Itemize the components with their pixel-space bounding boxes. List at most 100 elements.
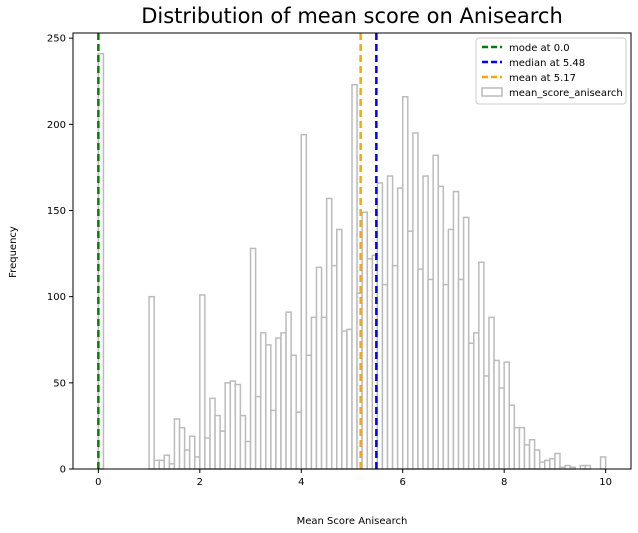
histogram-bar [473,332,480,470]
histogram-bar [209,397,216,470]
histogram-bar [498,387,505,470]
histogram-bar [153,459,160,470]
reference-lines [97,33,378,469]
histogram-bar [275,337,282,470]
histogram-bar [265,344,272,470]
legend-box [475,37,627,105]
histogram-bar [204,437,211,470]
legend-median-label: median at 5.48 [509,58,585,69]
histogram-bar [173,418,181,470]
histogram-bar [305,354,313,470]
histogram-bar [361,211,368,470]
histogram-bar [478,261,485,470]
y-tick-label: 0 [60,465,66,476]
histogram-bar [295,411,303,470]
legend-mean-label: mean at 5.17 [509,73,576,84]
histogram-bar [417,268,424,470]
axes-frame [72,32,632,470]
histogram-bar [386,175,394,470]
histogram-bar [442,283,450,470]
histogram-bar [584,464,592,470]
histogram-bar [503,361,510,470]
histogram-bar [214,414,221,470]
histogram-bar [523,444,531,470]
histogram-bar [300,133,308,470]
chart-title: Distribution of mean score on Anisearch [141,4,563,28]
histogram-bar [528,438,536,470]
histogram-bar [554,452,561,470]
histogram-bar [462,216,470,470]
histogram-bar [341,330,348,470]
histogram-bar [579,464,587,470]
histogram-bar [234,383,242,470]
x-tick-label: 8 [501,477,507,488]
histogram-bar [447,228,455,470]
histogram-bar [401,96,409,470]
histogram-bar [199,294,206,470]
histogram-bar [194,456,201,470]
histogram-bar [376,182,384,470]
legend-hist-swatch [481,87,503,97]
histogram-bar [239,414,247,470]
x-tick-label: 2 [197,477,203,488]
histogram-bar [533,449,541,470]
histogram-bar [467,342,475,470]
histogram-bar [437,185,445,470]
histogram-bar [538,461,546,470]
histogram-bar [518,426,526,470]
histogram-bar [432,154,439,470]
histogram-bar [168,463,176,470]
legend-mode-label: mode at 0.0 [509,43,570,54]
histogram-bar [544,459,551,470]
histogram-bar [188,435,196,470]
histogram-bar [336,228,343,470]
histogram-bar [229,380,237,470]
histogram-bar [254,395,262,470]
histogram-bar [488,316,495,470]
histogram-bar [483,375,490,470]
histogram-bar [351,83,358,470]
histogram-bar [412,132,419,470]
legend: mode at 0.0 median at 5.48 mean at 5.17 … [475,37,627,105]
x-axis-ticks: 0 2 4 6 8 10 [95,469,612,488]
histogram-bar [564,464,571,470]
histogram-bar [330,264,338,470]
y-tick-label: 150 [47,206,66,217]
y-tick-label: 100 [47,292,66,303]
histogram-bars [97,52,607,470]
histogram-bar [219,430,226,470]
histogram-bar [366,258,374,470]
histogram-bar [270,409,277,470]
histogram-bar [244,440,252,470]
histogram-bar [493,359,500,470]
histogram-bar [325,197,333,470]
histogram-bar [290,354,297,470]
histogram-bar [346,328,353,470]
histogram-bar [315,266,323,470]
histogram-bar [422,175,429,470]
histogram-bar [549,457,556,470]
histogram-bar [259,332,267,470]
x-tick-label: 0 [95,477,101,488]
histogram-bar [396,187,404,470]
histogram-bar [285,311,292,470]
histogram-bar [183,449,191,470]
histogram-bar [249,247,257,470]
histogram-bar [381,283,389,470]
histogram-bar [508,404,516,470]
x-tick-label: 4 [298,477,304,488]
histogram-bar [457,278,465,470]
y-tick-label: 250 [47,34,66,45]
histogram-bar [320,316,328,470]
histogram-bar [427,278,434,470]
histogram-bar [599,456,607,470]
histogram-bar [310,316,318,470]
y-tick-label: 200 [47,120,66,131]
histogram-bar [452,190,460,470]
histogram-bar [280,332,287,470]
histogram-bar [158,459,166,470]
histogram-bar [148,295,155,470]
histogram-bar [407,230,414,470]
x-axis-label: Mean Score Anisearch [297,516,408,527]
